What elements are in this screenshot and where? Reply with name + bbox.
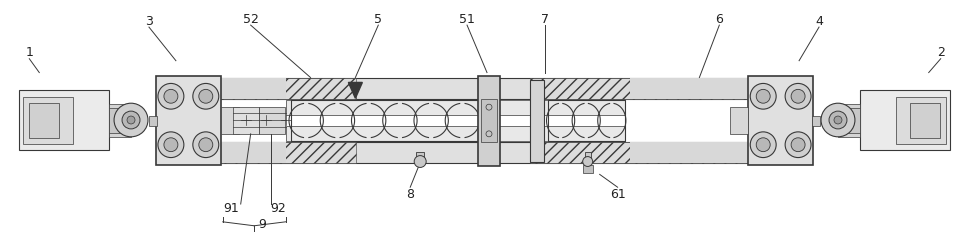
Circle shape bbox=[164, 138, 178, 152]
Text: 61: 61 bbox=[610, 188, 626, 201]
Circle shape bbox=[791, 138, 805, 152]
Bar bbox=[530, 78, 799, 99]
Text: 91: 91 bbox=[223, 202, 238, 215]
Bar bbox=[481, 99, 497, 142]
Bar bbox=[259, 107, 285, 134]
Circle shape bbox=[199, 138, 213, 152]
Bar bbox=[582, 166, 593, 173]
Text: 52: 52 bbox=[243, 13, 259, 26]
Bar bbox=[748, 75, 813, 166]
Bar bbox=[478, 75, 500, 167]
Text: 1: 1 bbox=[25, 46, 33, 59]
Bar bbox=[171, 78, 286, 99]
Circle shape bbox=[193, 83, 219, 109]
Bar bbox=[171, 142, 286, 163]
Bar bbox=[630, 142, 799, 163]
Circle shape bbox=[582, 157, 593, 167]
Circle shape bbox=[158, 132, 184, 158]
Bar bbox=[812, 116, 820, 126]
Bar bbox=[233, 107, 259, 134]
Bar bbox=[417, 152, 424, 163]
Circle shape bbox=[164, 89, 178, 103]
Bar bbox=[171, 78, 799, 99]
Bar bbox=[530, 142, 799, 163]
Circle shape bbox=[756, 89, 770, 103]
Bar bbox=[838, 104, 860, 137]
Circle shape bbox=[785, 83, 811, 109]
Circle shape bbox=[829, 111, 847, 129]
Circle shape bbox=[785, 132, 811, 158]
Bar bbox=[149, 116, 157, 126]
Bar bbox=[286, 100, 625, 115]
Bar bbox=[171, 142, 357, 163]
Circle shape bbox=[127, 116, 135, 124]
Text: 5: 5 bbox=[374, 13, 383, 26]
Text: 8: 8 bbox=[406, 188, 414, 201]
Text: 9: 9 bbox=[259, 218, 266, 231]
Bar bbox=[171, 142, 799, 163]
Bar bbox=[221, 107, 238, 134]
Circle shape bbox=[791, 89, 805, 103]
Circle shape bbox=[756, 138, 770, 152]
Circle shape bbox=[750, 132, 776, 158]
Text: 3: 3 bbox=[145, 15, 153, 28]
Bar bbox=[895, 97, 946, 144]
Bar bbox=[23, 97, 74, 144]
Bar bbox=[156, 75, 221, 166]
Circle shape bbox=[834, 116, 842, 124]
Circle shape bbox=[158, 83, 184, 109]
Text: 51: 51 bbox=[459, 13, 475, 26]
Text: 6: 6 bbox=[715, 13, 723, 26]
Text: 92: 92 bbox=[270, 202, 287, 215]
Polygon shape bbox=[349, 82, 362, 98]
Bar bbox=[838, 108, 860, 133]
Circle shape bbox=[122, 111, 140, 129]
Bar bbox=[109, 108, 131, 133]
Circle shape bbox=[750, 83, 776, 109]
Text: 2: 2 bbox=[937, 46, 945, 59]
Circle shape bbox=[199, 89, 213, 103]
Bar bbox=[109, 104, 131, 137]
Bar bbox=[731, 107, 748, 134]
Text: 4: 4 bbox=[815, 15, 823, 28]
Bar bbox=[910, 103, 940, 138]
Bar bbox=[291, 100, 478, 141]
Bar bbox=[584, 152, 591, 163]
Circle shape bbox=[114, 103, 148, 137]
Bar bbox=[630, 78, 799, 99]
Bar bbox=[29, 103, 59, 138]
Bar bbox=[530, 80, 544, 161]
Bar bbox=[860, 90, 950, 150]
Bar bbox=[547, 100, 625, 141]
Bar bbox=[286, 126, 625, 141]
Bar bbox=[19, 90, 109, 150]
Circle shape bbox=[414, 156, 426, 167]
Bar bbox=[171, 78, 357, 99]
Text: 7: 7 bbox=[541, 13, 548, 26]
Circle shape bbox=[821, 103, 855, 137]
Circle shape bbox=[193, 132, 219, 158]
